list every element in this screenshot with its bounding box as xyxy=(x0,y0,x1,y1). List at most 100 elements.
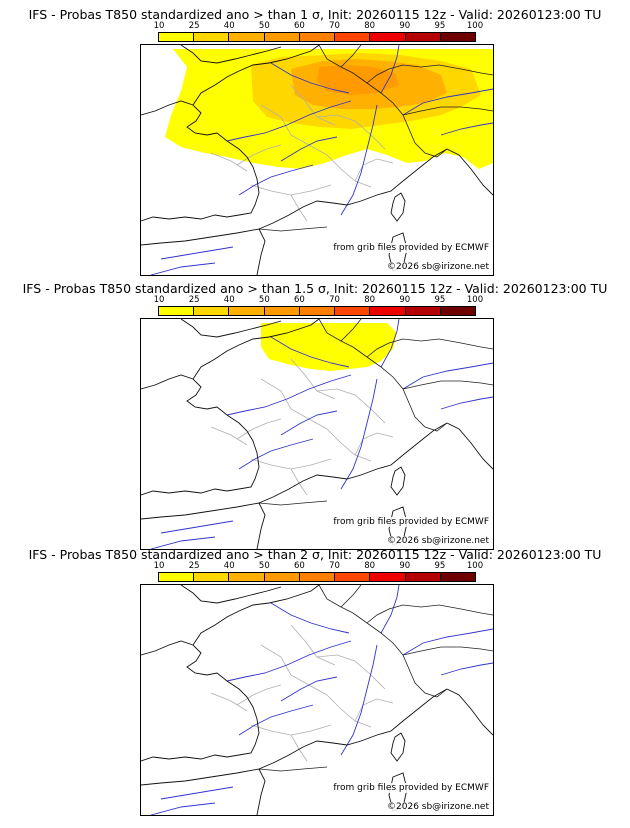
river xyxy=(160,520,234,534)
colorbar-tick-label: 80 xyxy=(364,295,376,305)
map-lines xyxy=(141,45,493,275)
coastline xyxy=(192,319,320,380)
colorbar-tick-label: 95 xyxy=(434,561,446,571)
admin-boundary xyxy=(236,684,282,706)
colorbar-segment xyxy=(299,573,336,581)
country-border xyxy=(366,64,493,84)
colorbar-segment xyxy=(335,573,371,581)
coastline xyxy=(258,148,448,230)
colorbar-segment xyxy=(335,33,371,41)
coastline xyxy=(258,422,448,504)
river xyxy=(238,164,314,196)
country-border xyxy=(340,585,362,608)
country-border xyxy=(402,646,493,656)
island-outline xyxy=(390,192,406,222)
colorbar-segment xyxy=(264,573,300,581)
admin-boundary xyxy=(290,468,308,496)
colorbar-segment xyxy=(229,307,265,315)
copyright-credit: ©2026 sb@irizone.net xyxy=(387,802,489,812)
colorbar-tick-label: 10 xyxy=(153,561,165,571)
map-graphic xyxy=(141,319,493,549)
colorbar-tick-label: 80 xyxy=(364,21,376,31)
admin-boundary xyxy=(290,358,336,400)
colorbar-tick-label: 90 xyxy=(399,21,411,31)
map-panel-2: IFS - Probas T850 standardized ano > tha… xyxy=(0,282,630,558)
colorbar-tick-label: 100 xyxy=(466,21,484,31)
coastline xyxy=(446,422,493,470)
admin-boundary xyxy=(210,426,248,446)
admin-boundary xyxy=(326,154,372,188)
probability-area xyxy=(317,65,399,95)
probability-area xyxy=(261,323,397,371)
country-border xyxy=(366,604,493,624)
colorbar-tick-label: 50 xyxy=(258,561,270,571)
colorbar-segment xyxy=(370,573,406,581)
country-border xyxy=(340,319,362,342)
panel-title: IFS - Probas T850 standardized ano > tha… xyxy=(28,7,602,22)
river xyxy=(402,362,493,390)
copyright-credit: ©2026 sb@irizone.net xyxy=(387,536,489,546)
admin-boundary xyxy=(316,388,386,424)
coastline xyxy=(192,45,320,106)
admin-boundary xyxy=(250,458,332,470)
colorbar-segment xyxy=(299,307,336,315)
colorbar-segment xyxy=(229,573,265,581)
colorbar-segment xyxy=(264,307,300,315)
admin-boundary xyxy=(260,378,328,430)
admin-boundary xyxy=(250,724,332,736)
colorbar-tick-label: 95 xyxy=(434,295,446,305)
map-panel-3: IFS - Probas T850 standardized ano > tha… xyxy=(0,548,630,824)
river xyxy=(150,262,216,275)
colorbar xyxy=(158,572,476,582)
colorbar-segment xyxy=(194,573,230,581)
river xyxy=(380,319,400,368)
river xyxy=(402,88,493,116)
admin-boundary xyxy=(354,432,394,456)
river xyxy=(270,336,350,368)
country-border xyxy=(402,380,493,390)
river xyxy=(280,410,338,436)
river xyxy=(340,644,378,756)
coastline xyxy=(141,374,260,496)
admin-boundary xyxy=(290,194,308,222)
colorbar-tick-label: 60 xyxy=(294,295,305,305)
colorbar-segment xyxy=(194,307,230,315)
colorbar-tick-label: 70 xyxy=(329,295,340,305)
colorbar-tick-label: 60 xyxy=(294,21,305,31)
colorbar-tick-label: 25 xyxy=(188,21,200,31)
coastline xyxy=(446,688,493,736)
admin-boundary xyxy=(354,698,394,722)
river xyxy=(150,536,216,549)
source-credit: from grib files provided by ECMWF xyxy=(333,517,489,527)
river xyxy=(440,662,493,676)
colorbar-tick-label: 10 xyxy=(153,21,165,31)
colorbar-tick-label: 40 xyxy=(223,21,235,31)
colorbar-segment xyxy=(370,33,406,41)
river xyxy=(238,704,314,736)
colorbar-segment xyxy=(299,33,336,41)
colorbar-segment xyxy=(159,307,195,315)
colorbar-segment xyxy=(335,307,371,315)
river xyxy=(238,438,314,470)
river xyxy=(160,246,234,260)
source-credit: from grib files provided by ECMWF xyxy=(333,783,489,793)
colorbar-segment xyxy=(405,573,441,581)
colorbar-segment xyxy=(194,33,230,41)
map-graphic xyxy=(141,45,493,275)
coastline xyxy=(141,640,260,762)
admin-boundary xyxy=(210,152,248,172)
admin-boundary xyxy=(316,114,386,150)
colorbar-tick-label: 40 xyxy=(223,561,235,571)
colorbar-tick-label: 25 xyxy=(188,295,200,305)
river xyxy=(280,136,338,162)
river xyxy=(270,62,350,94)
river xyxy=(402,628,493,656)
river xyxy=(280,676,338,702)
colorbar-tick-label: 60 xyxy=(294,561,305,571)
probability-map: from grib files provided by ECMWF ©2026 … xyxy=(140,44,494,276)
probability-map: from grib files provided by ECMWF ©2026 … xyxy=(140,584,494,816)
country-border xyxy=(402,106,493,116)
admin-boundary xyxy=(290,734,308,762)
coastline xyxy=(258,688,448,770)
colorbar-segment xyxy=(159,573,195,581)
